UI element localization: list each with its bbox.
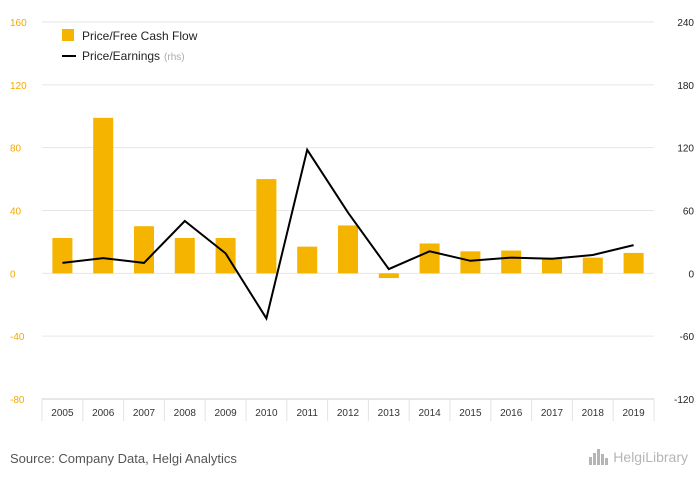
bar-price-free-cash-flow [297,246,318,274]
y-right-tick-label: 180 [677,81,694,92]
legend-swatch-price-free-cash-flow [62,29,74,41]
helgi-library-logo: HelgiLibrary [589,449,688,465]
y-right-tick-label: 60 [683,207,695,218]
x-tick-label: 2010 [255,408,278,419]
bar-price-free-cash-flow [93,117,114,274]
y-left-tick-label: 160 [10,18,27,29]
library-icon [589,449,609,465]
y-left-tick-label: -40 [10,332,25,343]
bar-price-free-cash-flow [256,179,277,274]
x-tick-label: 2011 [296,408,318,419]
x-tick-label: 2013 [378,408,401,419]
x-tick-label: 2017 [541,408,564,419]
bar-price-free-cash-flow [215,237,236,274]
bar-price-free-cash-flow [419,243,440,274]
y-left-tick-label: -80 [10,395,25,406]
x-tick-label: 2008 [174,408,197,419]
x-tick-label: 2007 [133,408,156,419]
x-tick-label: 2009 [214,408,237,419]
bar-price-free-cash-flow [623,252,644,274]
y-right-tick-label: -120 [674,395,694,406]
bar-price-free-cash-flow [460,251,481,274]
bar-price-free-cash-flow [338,225,358,274]
y-right-tick-label: 120 [677,144,694,155]
x-tick-label: 2014 [418,408,441,419]
legend-label-price-free-cash-flow: Price/Free Cash Flow [82,29,198,43]
bar-price-free-cash-flow [378,273,399,279]
line-price-earnings [62,147,634,321]
logo-text: HelgiLibrary [613,449,688,465]
bar-price-free-cash-flow [501,250,522,274]
y-right-tick-label: 240 [677,18,694,29]
x-tick-label: 2018 [582,408,605,419]
y-right-tick-label: 0 [688,269,694,280]
x-tick-label: 2016 [500,408,523,419]
x-tick-label: 2005 [51,408,74,419]
chart: 160 120 80 40 0 -40 -80 240 180 120 60 0 -60 -120 2005… [10,18,695,421]
x-tick-label: 2015 [459,408,482,419]
x-tick-label: 2006 [92,408,115,419]
x-tick-label: 2012 [337,408,360,419]
y-left-tick-label: 0 [10,269,16,280]
bar-price-free-cash-flow [582,257,603,274]
bar-price-free-cash-flow [174,237,195,274]
y-left-tick-label: 40 [10,207,22,218]
y-right-tick-label: -60 [680,332,695,343]
bar-price-free-cash-flow [542,257,562,274]
source-note: Source: Company Data, Helgi Analytics [10,451,237,466]
y-left-tick-label: 120 [10,81,27,92]
bar-price-free-cash-flow [52,237,73,274]
x-tick-label: 2019 [622,408,645,419]
legend-note-rhs: (rhs) [164,52,185,63]
bar-price-free-cash-flow [134,226,154,274]
legend-label-price-earnings: Price/Earnings [82,49,160,63]
y-left-tick-label: 80 [10,144,22,155]
